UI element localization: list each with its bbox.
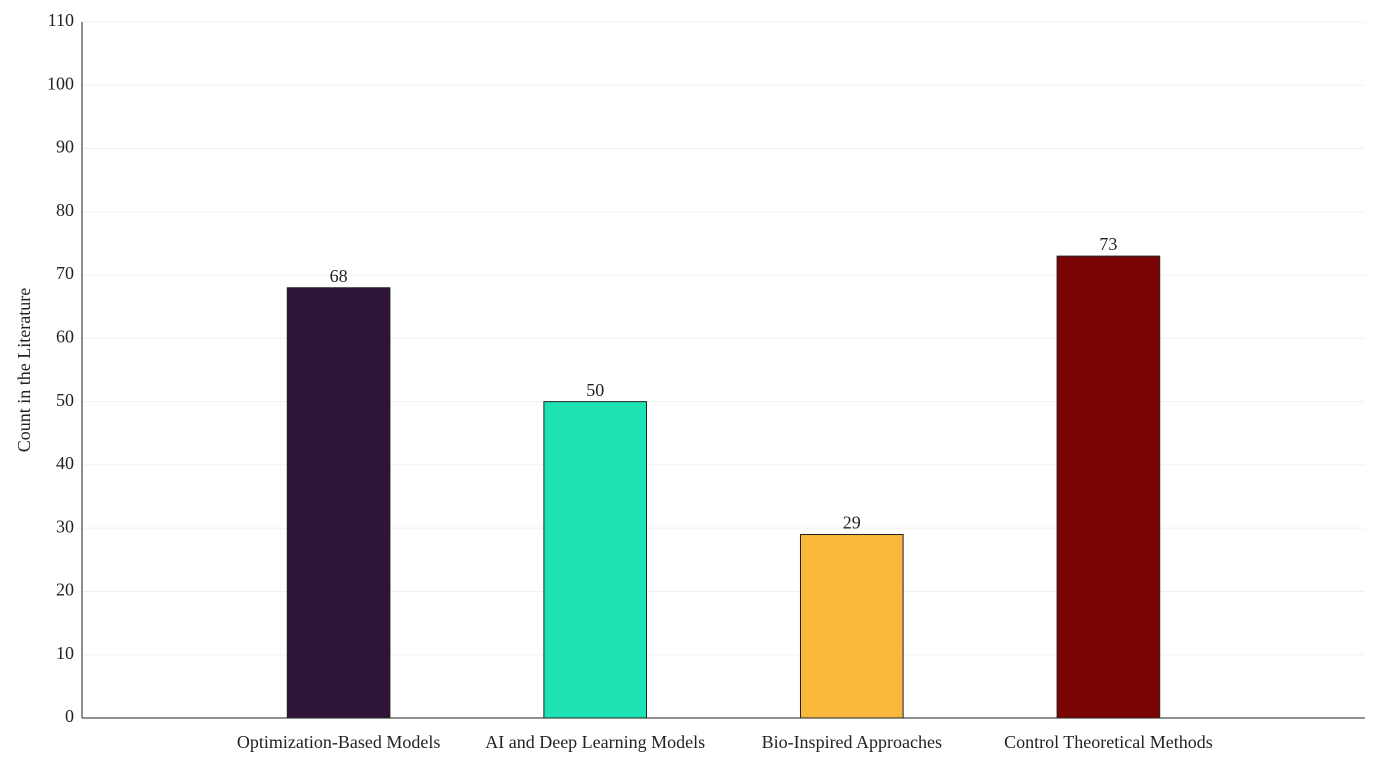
y-tick-label: 20 xyxy=(56,580,74,600)
y-tick-label: 90 xyxy=(56,137,74,157)
y-tick-label: 100 xyxy=(47,73,74,93)
value-label: 68 xyxy=(330,266,348,286)
y-tick-label: 10 xyxy=(56,643,74,663)
bar xyxy=(286,287,391,719)
value-label: 73 xyxy=(1099,234,1117,254)
x-tick-label: Bio-Inspired Approaches xyxy=(762,732,942,752)
y-axis-label: Count in the Literature xyxy=(14,288,34,452)
x-tick-label: AI and Deep Learning Models xyxy=(485,732,705,752)
x-tick-label: Control Theoretical Methods xyxy=(1004,732,1213,752)
bar xyxy=(799,534,904,719)
y-tick-label: 110 xyxy=(48,10,74,30)
bar xyxy=(1056,255,1161,719)
y-tick-label: 70 xyxy=(56,263,74,283)
value-label: 50 xyxy=(586,380,604,400)
x-tick-label: Optimization-Based Models xyxy=(237,732,440,752)
y-tick-label: 40 xyxy=(56,453,74,473)
y-tick-label: 80 xyxy=(56,200,74,220)
value-label: 29 xyxy=(843,513,861,533)
y-tick-label: 30 xyxy=(56,516,74,536)
y-tick-label: 50 xyxy=(56,390,74,410)
bar xyxy=(543,401,648,719)
y-tick-label: 60 xyxy=(56,326,74,346)
y-tick-label: 0 xyxy=(65,706,74,726)
